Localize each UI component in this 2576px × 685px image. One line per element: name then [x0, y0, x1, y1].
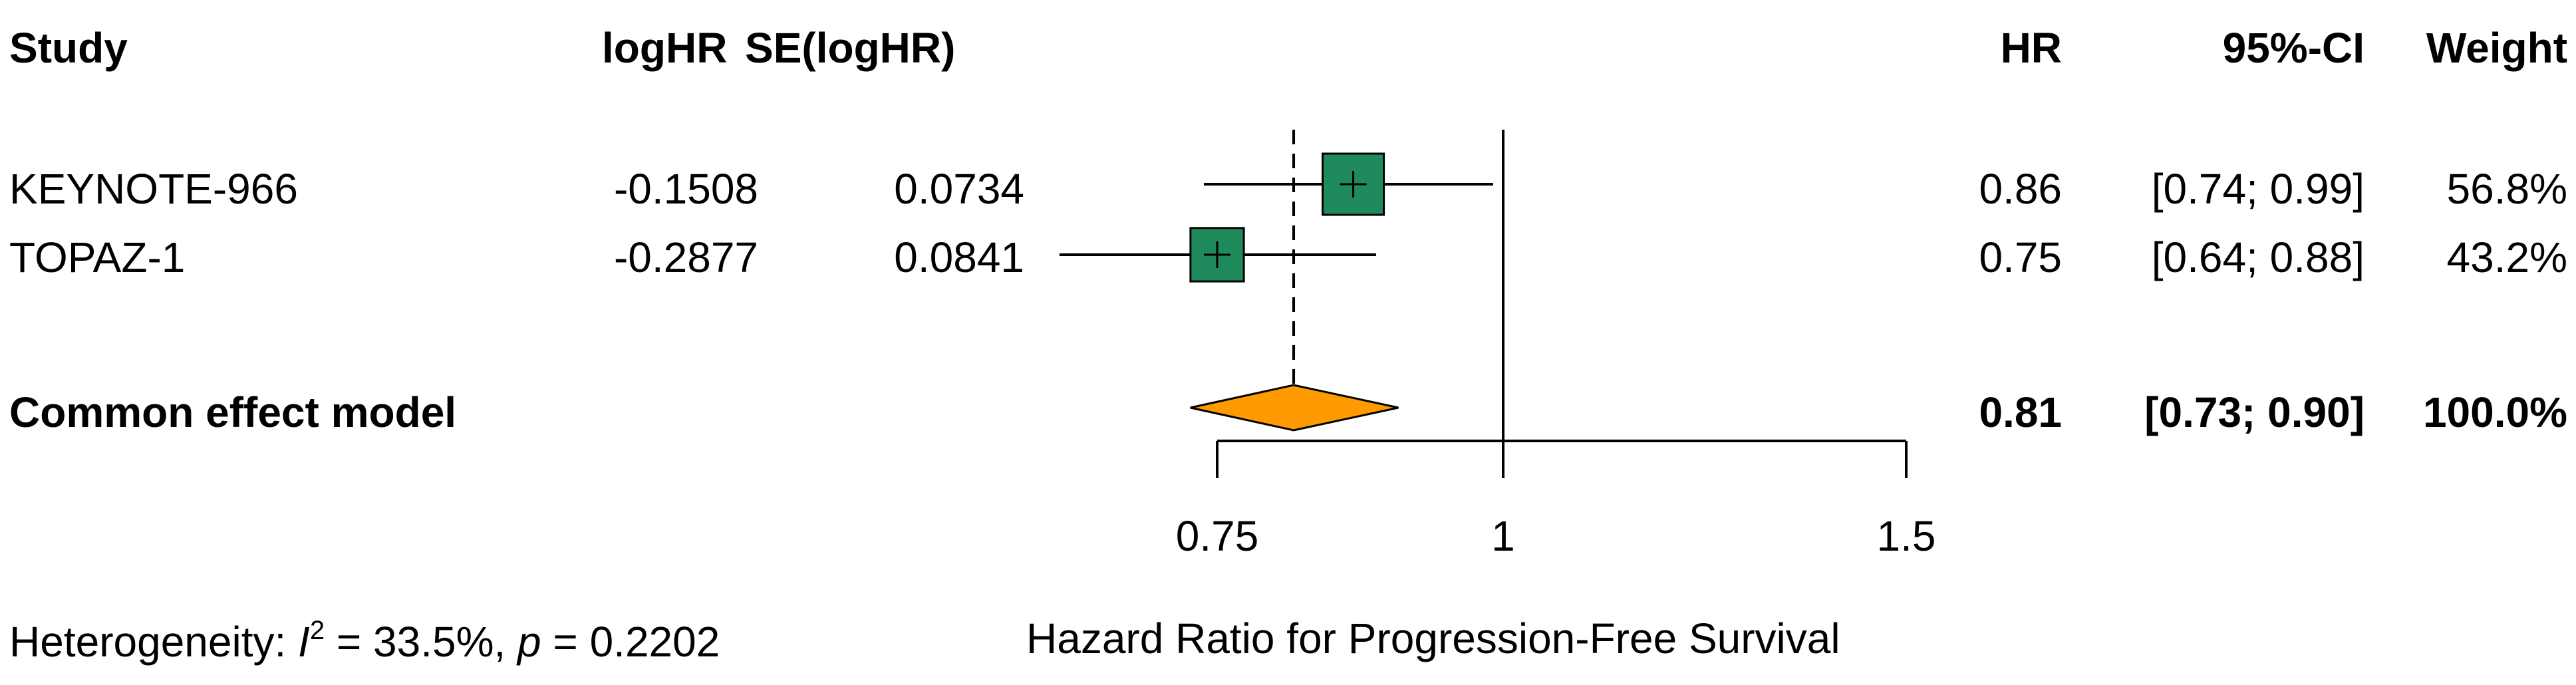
x-tick-label: 1.5	[1877, 512, 1936, 560]
heterogeneity-prefix: Heterogeneity:	[9, 618, 299, 666]
header-weight: Weight	[2426, 24, 2567, 72]
i2-symbol: I	[298, 618, 310, 666]
x-axis-label: Hazard Ratio for Progression-Free Surviv…	[1026, 615, 1840, 662]
i2-superscript: 2	[309, 616, 325, 645]
study-weight-box	[1189, 227, 1245, 283]
pooled-ci: [0.73; 0.90]	[2144, 388, 2364, 436]
study-loghr: -0.2877	[613, 233, 758, 281]
x-tick-label: 1	[1491, 512, 1515, 560]
study-se: 0.0841	[894, 233, 1024, 281]
study-ci: [0.64; 0.88]	[2151, 233, 2364, 281]
header-ci: 95%-CI	[2222, 24, 2364, 72]
header-loghr: logHR	[602, 24, 728, 72]
heterogeneity-stats: Heterogeneity: I2 = 33.5%, p = 0.2202	[9, 617, 720, 666]
study-loghr: -0.1508	[613, 165, 758, 213]
i2-value: = 33.5%,	[325, 618, 518, 666]
study-se: 0.0734	[894, 165, 1024, 213]
study-weight: 56.8%	[2446, 165, 2567, 213]
study-hr: 0.86	[1979, 165, 2062, 213]
pooled-weight: 100.0%	[2422, 388, 2567, 436]
study-weight: 43.2%	[2446, 233, 2567, 281]
study-ci: [0.74; 0.99]	[2151, 165, 2364, 213]
pooled-hr: 0.81	[1979, 388, 2062, 436]
study-hr: 0.75	[1979, 233, 2062, 281]
x-tick-label: 0.75	[1176, 512, 1259, 560]
study-name: KEYNOTE-966	[9, 165, 298, 213]
header-se: SE(logHR)	[745, 24, 956, 72]
p-value: = 0.2202	[541, 618, 720, 666]
pooled-name: Common effect model	[9, 388, 457, 436]
pooled-diamond	[1190, 384, 1399, 432]
p-symbol: p	[517, 618, 541, 666]
header-hr: HR	[2000, 24, 2062, 72]
study-name: TOPAZ-1	[9, 233, 186, 281]
header-study: Study	[9, 24, 128, 72]
